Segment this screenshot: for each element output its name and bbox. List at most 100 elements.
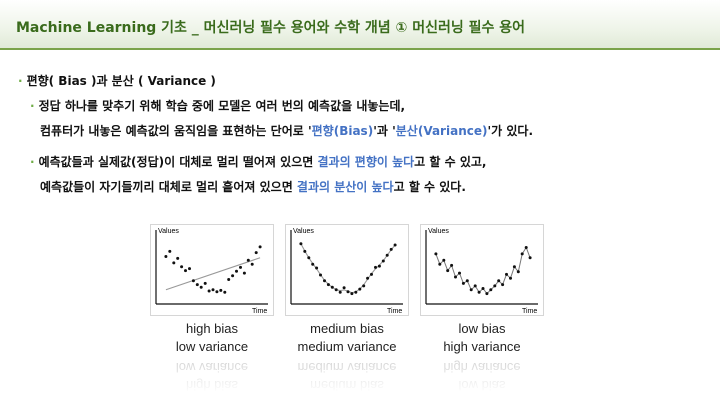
chart-2-y-label: Values bbox=[293, 228, 314, 235]
chart-2-point-8 bbox=[326, 283, 330, 287]
bullet-1-line-1: · 정답 하나를 맞추기 위해 학습 중에 모델은 여러 번의 예측값을 내놓는데… bbox=[30, 94, 533, 119]
caption-2-reflect-line-1: medium bias bbox=[310, 378, 384, 393]
bullet-2-line-2-text-a: 예측값들이 자기들끼리 대체로 멀리 흩어져 있으면 bbox=[40, 180, 297, 194]
chart-3-point-13 bbox=[481, 287, 485, 290]
chart-3-point-19 bbox=[505, 272, 508, 276]
slide-header: Machine Learning 기초 _ 머신러닝 필수 용어와 수학 개념 … bbox=[0, 0, 720, 50]
chart-high-bias: Values Time bbox=[150, 224, 274, 316]
caption-1-reflect-line-2: low variance bbox=[175, 360, 249, 375]
bullet-1-line-1-text: 정답 하나를 맞추기 위해 학습 중에 모델은 여러 번의 예측값을 내놓는데, bbox=[38, 99, 406, 113]
chart-2-frame bbox=[285, 224, 409, 316]
chart-3-point-23 bbox=[520, 252, 524, 256]
chart-3-point-25 bbox=[528, 256, 532, 260]
caption-3-line-2: high variance bbox=[443, 339, 521, 354]
chart-1-point-14 bbox=[215, 290, 219, 294]
chart-1-frame bbox=[150, 224, 274, 316]
chart-3-point-12 bbox=[477, 290, 481, 294]
caption-3-reflection: low bias high variance bbox=[407, 358, 557, 394]
chart-3-point-7 bbox=[458, 271, 461, 275]
chart-1-point-13 bbox=[211, 288, 215, 292]
chart-3-point-22 bbox=[516, 270, 520, 274]
chart-2-point-18 bbox=[366, 276, 370, 280]
bullet-1-line-2-text-a: 컴퓨터가 내놓은 예측값의 움직임을 표현하는 단어로 ' bbox=[40, 124, 312, 138]
chart-3-point-21 bbox=[512, 265, 516, 269]
chart-2-point-10 bbox=[334, 288, 338, 292]
section-heading: · 편향( Bias )과 분산 ( Variance ) bbox=[18, 72, 216, 89]
chart-1-point-15 bbox=[219, 288, 223, 292]
chart-2-point-3 bbox=[307, 256, 311, 260]
caption-chart-3: low bias high variance bbox=[407, 320, 557, 356]
caption-3-reflect-line-1: low bias bbox=[458, 378, 506, 393]
chart-3-point-20 bbox=[509, 276, 512, 280]
chart-3-y-label: Values bbox=[428, 228, 449, 235]
chart-2-svg: Values Time bbox=[285, 224, 409, 316]
chart-1-point-9 bbox=[195, 283, 199, 287]
chart-1-point-21 bbox=[242, 271, 246, 275]
chart-1-point-24 bbox=[254, 251, 258, 255]
chart-2-point-25 bbox=[393, 243, 397, 247]
bullet-paragraph-1: · 정답 하나를 맞추기 위해 학습 중에 모델은 여러 번의 예측값을 내놓는데… bbox=[30, 94, 533, 144]
chart-2-point-16 bbox=[358, 287, 362, 291]
chart-2-point-5 bbox=[315, 266, 319, 270]
chart-3-x-label: Time bbox=[522, 308, 537, 315]
chart-3-point-4 bbox=[446, 269, 450, 273]
chart-3-point-18 bbox=[501, 283, 505, 287]
chart-medium-bias: Values Time bbox=[285, 224, 409, 316]
caption-chart-2: medium bias medium variance bbox=[272, 320, 422, 356]
chart-1-point-11 bbox=[203, 281, 207, 285]
highlight-variance: 분산(Variance) bbox=[395, 124, 488, 138]
chart-3-point-11 bbox=[473, 284, 477, 288]
chart-1-point-10 bbox=[199, 285, 203, 289]
caption-2-line-1: medium bias bbox=[310, 321, 384, 336]
chart-3-point-14 bbox=[485, 292, 489, 296]
chart-3-point-2 bbox=[438, 262, 442, 266]
chart-low-bias: Values Time bbox=[420, 224, 544, 316]
bullet-1-line-2: 컴퓨터가 내놓은 예측값의 움직임을 표현하는 단어로 '편향(Bias)'과 … bbox=[30, 119, 533, 144]
caption-1-reflection: high bias low variance bbox=[137, 358, 287, 394]
chart-1-point-4 bbox=[176, 256, 180, 260]
chart-3-point-1 bbox=[434, 252, 438, 256]
chart-1-point-5 bbox=[180, 265, 184, 269]
chart-1-point-3 bbox=[172, 261, 176, 265]
bullet-dot-icon: · bbox=[18, 74, 23, 88]
chart-3-svg: Values Time bbox=[420, 224, 544, 316]
chart-3-points bbox=[434, 246, 532, 296]
chart-1-svg: Values Time bbox=[150, 224, 274, 316]
chart-3-point-8 bbox=[461, 281, 465, 285]
chart-1-point-1 bbox=[164, 255, 168, 258]
bullet-dot-icon: · bbox=[30, 99, 35, 113]
header-divider bbox=[0, 48, 720, 50]
chart-1-point-12 bbox=[207, 289, 211, 293]
chart-1-point-20 bbox=[239, 265, 242, 269]
chart-3-point-24 bbox=[524, 246, 528, 249]
chart-2-point-24 bbox=[389, 247, 393, 251]
chart-2-point-9 bbox=[330, 285, 334, 289]
caption-2-reflect-line-2: medium variance bbox=[297, 360, 397, 375]
caption-2-line-2: medium variance bbox=[297, 339, 397, 354]
chart-1-point-7 bbox=[188, 267, 191, 271]
chart-2-point-6 bbox=[319, 273, 322, 277]
chart-2-point-21 bbox=[377, 264, 381, 268]
chart-1-point-16 bbox=[223, 290, 227, 294]
chart-1-points bbox=[164, 245, 262, 294]
bullet-1-line-2-text-b: '과 ' bbox=[373, 124, 396, 138]
chart-1-point-6 bbox=[184, 269, 187, 273]
slide-title: Machine Learning 기초 _ 머신러닝 필수 용어와 수학 개념 … bbox=[16, 20, 526, 36]
chart-2-point-13 bbox=[346, 290, 350, 294]
chart-3-point-16 bbox=[493, 284, 497, 288]
chart-2-point-12 bbox=[342, 286, 346, 290]
bullet-paragraph-2: · 예측값들과 실제값(정답)이 대체로 멀리 떨어져 있으면 결과의 편향이 높… bbox=[30, 150, 486, 200]
chart-1-point-22 bbox=[246, 258, 250, 262]
chart-1-point-23 bbox=[250, 262, 254, 266]
chart-2-point-1 bbox=[299, 242, 303, 246]
caption-3-line-1: low bias bbox=[458, 321, 506, 336]
chart-2-point-2 bbox=[303, 249, 307, 253]
bullet-2-line-2: 예측값들이 자기들끼리 대체로 멀리 흩어져 있으면 결과의 분산이 높다고 할… bbox=[30, 175, 486, 200]
chart-3-point-9 bbox=[465, 279, 469, 283]
chart-3-point-10 bbox=[469, 288, 473, 292]
chart-2-point-7 bbox=[323, 279, 326, 283]
caption-1-reflect-line-1: high bias bbox=[185, 378, 239, 393]
bullet-2-line-1-text-b: 고 할 수 있고, bbox=[414, 155, 487, 169]
chart-1-point-18 bbox=[231, 274, 235, 278]
chart-3-point-6 bbox=[454, 275, 457, 279]
